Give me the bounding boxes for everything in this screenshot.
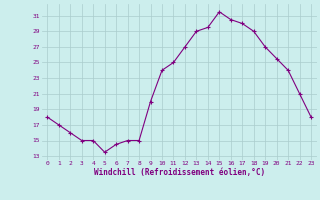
X-axis label: Windchill (Refroidissement éolien,°C): Windchill (Refroidissement éolien,°C) — [94, 168, 265, 177]
